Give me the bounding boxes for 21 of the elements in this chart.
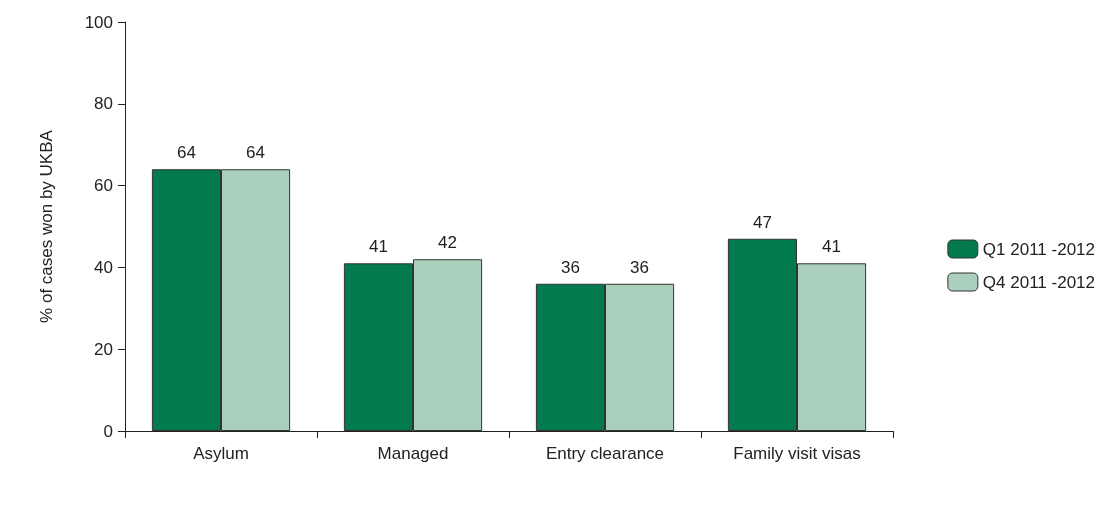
data-label: 64 — [246, 143, 266, 163]
y-tick-label: 20 — [94, 339, 113, 359]
data-label: 42 — [438, 233, 458, 253]
data-label: 47 — [752, 212, 772, 232]
x-tick-label: Managed — [377, 444, 449, 463]
x-tick-label: Family visit visas — [733, 444, 861, 463]
data-label: 41 — [368, 237, 388, 257]
legend-label: Q4 2011 -2012 — [982, 272, 1096, 292]
legend-label: Q1 2011 -2012 — [982, 239, 1096, 259]
data-label: 64 — [176, 143, 196, 163]
y-tick-label: 0 — [103, 421, 113, 441]
x-tick-label: Entry clearance — [545, 444, 665, 463]
y-tick-label: 40 — [94, 257, 113, 277]
data-label: 41 — [822, 237, 842, 257]
y-tick-label: 60 — [94, 176, 113, 196]
x-tick-label: Asylum — [193, 444, 249, 463]
y-tick-label: 100 — [84, 12, 113, 32]
data-label: 36 — [630, 257, 650, 277]
data-label: 36 — [560, 257, 580, 277]
y-tick-label: 80 — [94, 94, 113, 114]
y-axis-title: % of cases won by UKBA — [37, 129, 56, 323]
